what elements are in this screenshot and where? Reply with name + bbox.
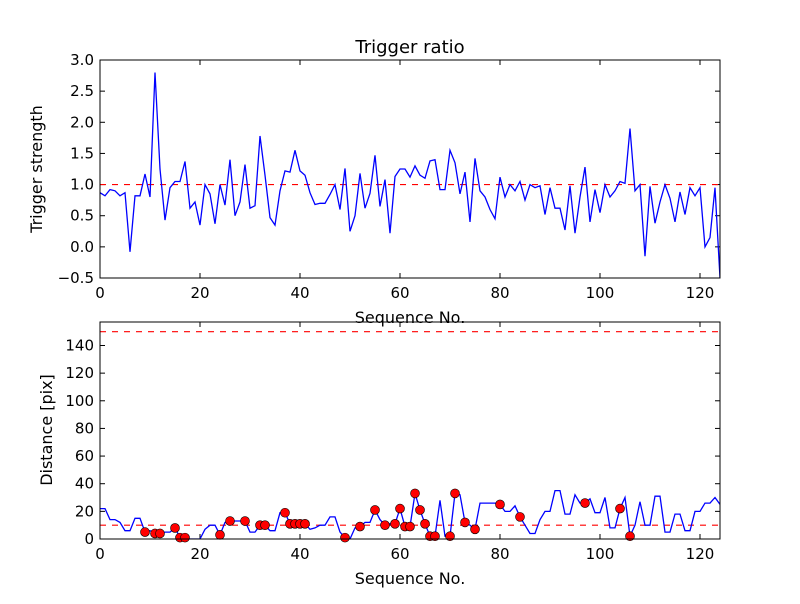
top-plot: 0 20 40 60 80 100 120 −0.5 0.0 0.5 1.0 1.5 2.0 2.5 3.0 [58,51,721,302]
top-y-tick-label: −0.5 [58,269,94,287]
bottom-flagged-point [450,488,460,499]
top-x-tick-label: 80 [490,284,509,302]
bottom-flagged-point [515,512,525,522]
top-y-axis-label: Trigger strength [27,105,46,234]
bottom-flagged-point [495,499,505,510]
bottom-flagged-point [215,530,225,540]
bottom-flagged-point [225,516,235,526]
top-y-tick-label: 2.0 [70,113,94,131]
top-x-tick-label: 20 [190,284,209,302]
bottom-flagged-point [370,505,380,515]
bottom-flagged-point [140,527,150,537]
bottom-flagged-point [405,521,415,532]
bottom-flagged-point [300,518,310,529]
top-axes-frame [99,59,721,279]
bottom-flagged-point [470,524,480,535]
bottom-y-tick-label: 0 [84,530,94,548]
top-y-tick-label: 3.0 [70,51,94,69]
bottom-flagged-point [260,520,270,530]
top-x-tick-label: 0 [95,284,105,302]
bottom-x-tick-label: 100 [586,545,615,563]
top-y-tick-label: 1.5 [70,144,94,162]
top-y-tick-label: 0.0 [70,238,94,256]
bottom-flagged-point [420,518,430,529]
bottom-y-tick-label: 60 [75,447,94,465]
bottom-flagged-point [380,520,390,530]
bottom-x-axis-label: Sequence No. [355,569,466,588]
bottom-flagged-point [395,503,405,514]
bottom-flagged-point [625,531,635,542]
top-x-tick-label: 120 [686,284,715,302]
bottom-flagged-point [615,503,625,514]
bottom-y-axis-label: Distance [pix] [37,374,56,486]
bottom-y-tick-label: 120 [65,364,94,382]
bottom-x-tick-label: 20 [190,545,209,563]
bottom-y-tick-label: 20 [75,502,94,520]
top-x-tick-label: 100 [586,284,615,302]
bottom-flagged-point [415,505,425,515]
bottom-flagged-point [580,498,590,508]
bottom-flagged-point [280,507,290,518]
bottom-x-tick-label: 60 [390,545,409,563]
bottom-y-tick-label: 140 [65,336,94,354]
bottom-flagged-point [355,521,365,532]
chart-title: Trigger ratio [354,37,464,58]
bottom-flagged-point [180,532,190,543]
bottom-x-tick-label: 80 [490,545,509,563]
top-plot-area [100,72,720,278]
top-x-tick-label: 40 [290,284,309,302]
bottom-flagged-point [155,528,165,539]
bottom-flagged-point [240,516,250,526]
top-y-tick-label: 2.5 [70,82,94,100]
bottom-axes-frame [99,321,721,540]
bottom-plot: 0 20 40 60 80 100 120 0 20 40 60 80 100 120 140 [65,321,721,563]
bottom-x-tick-label: 40 [290,545,309,563]
bottom-flagged-point [445,531,455,542]
bottom-flagged-point [170,523,180,533]
bottom-x-tick-label: 120 [686,545,715,563]
bottom-y-tick-label: 100 [65,392,94,410]
top-x-axis-label: Sequence No. [355,308,466,327]
bottom-flagged-point [410,488,420,499]
top-x-tick-label: 60 [390,284,409,302]
top-y-tick-label: 0.5 [70,207,94,225]
bottom-flagged-point [430,531,440,542]
top-y-tick-label: 1.0 [70,176,94,194]
bottom-y-tick-label: 40 [75,475,94,493]
bottom-x-tick-label: 0 [95,545,105,563]
bottom-flagged-point [460,517,470,528]
top-series-line [100,72,720,278]
bottom-y-tick-label: 80 [75,419,94,437]
bottom-flagged-point [390,518,400,529]
bottom-flagged-point [340,532,350,543]
